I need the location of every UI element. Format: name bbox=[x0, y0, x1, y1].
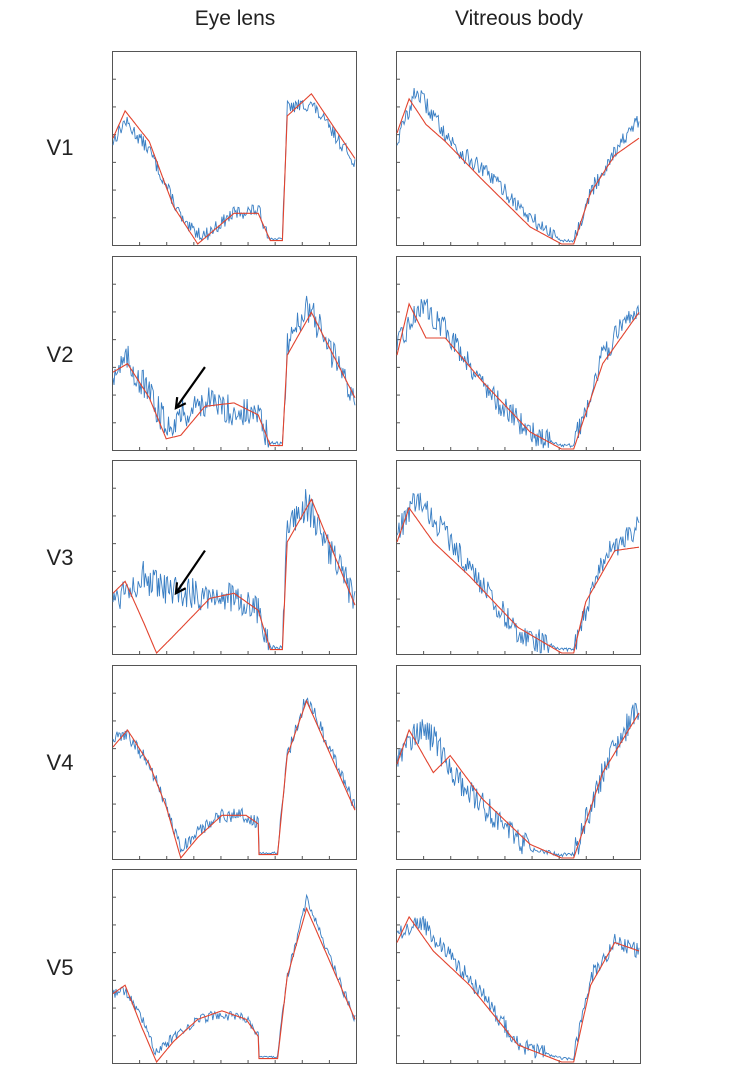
row-label-v3: V3 bbox=[46, 545, 74, 570]
measured-signal-line bbox=[396, 702, 640, 858]
panel-v3-vitreous-body bbox=[396, 460, 641, 655]
panel-v2-eye-lens bbox=[112, 256, 357, 451]
row-label-v5: V5 bbox=[46, 955, 74, 980]
fitted-curve-line bbox=[112, 906, 356, 1064]
axes-frame bbox=[112, 869, 357, 1064]
fitted-curve-line bbox=[396, 712, 640, 859]
fitted-curve-line bbox=[112, 498, 356, 654]
fitted-curve-line bbox=[396, 915, 640, 1063]
measured-signal-line bbox=[396, 87, 640, 243]
panel-v3-eye-lens bbox=[112, 460, 357, 655]
panel-v5-vitreous-body bbox=[396, 869, 641, 1064]
axes-frame bbox=[396, 256, 641, 451]
fitted-curve-line bbox=[396, 506, 640, 654]
fitted-curve-line bbox=[112, 699, 356, 860]
axes-frame bbox=[112, 256, 357, 451]
measured-signal-line bbox=[396, 298, 640, 449]
axes-frame bbox=[396, 869, 641, 1064]
column-title-eye-lens: Eye lens bbox=[194, 7, 276, 30]
measured-signal-line bbox=[396, 492, 640, 654]
panel-v2-vitreous-body bbox=[396, 256, 641, 451]
panel-v5-eye-lens bbox=[112, 869, 357, 1064]
row-label-v2: V2 bbox=[46, 342, 74, 367]
axes-frame bbox=[112, 665, 357, 860]
axes-frame bbox=[112, 51, 357, 246]
measured-signal-line bbox=[112, 99, 356, 242]
fitted-curve-line bbox=[396, 97, 640, 245]
arrow-head bbox=[174, 582, 187, 596]
fitted-curve-line bbox=[396, 302, 640, 450]
measured-signal-line bbox=[112, 697, 356, 855]
axes-frame bbox=[396, 460, 641, 655]
row-label-v1: V1 bbox=[46, 135, 74, 160]
row-label-v4: V4 bbox=[46, 750, 74, 775]
panel-v1-eye-lens bbox=[112, 51, 357, 246]
measured-signal-line bbox=[112, 295, 356, 448]
annotation-arrow bbox=[174, 366, 206, 410]
column-title-vitreous-body: Vitreous body bbox=[454, 7, 584, 30]
panel-v4-eye-lens bbox=[112, 665, 357, 860]
measured-signal-line bbox=[112, 489, 356, 651]
panel-v4-vitreous-body bbox=[396, 665, 641, 860]
annotation-arrow bbox=[174, 549, 206, 596]
arrow-head bbox=[174, 396, 187, 410]
axes-frame bbox=[396, 665, 641, 860]
fitted-curve-line bbox=[112, 311, 356, 447]
axes-frame bbox=[112, 460, 357, 655]
panel-v1-vitreous-body bbox=[396, 51, 641, 246]
axes-frame bbox=[396, 51, 641, 246]
fitted-curve-line bbox=[112, 92, 356, 245]
